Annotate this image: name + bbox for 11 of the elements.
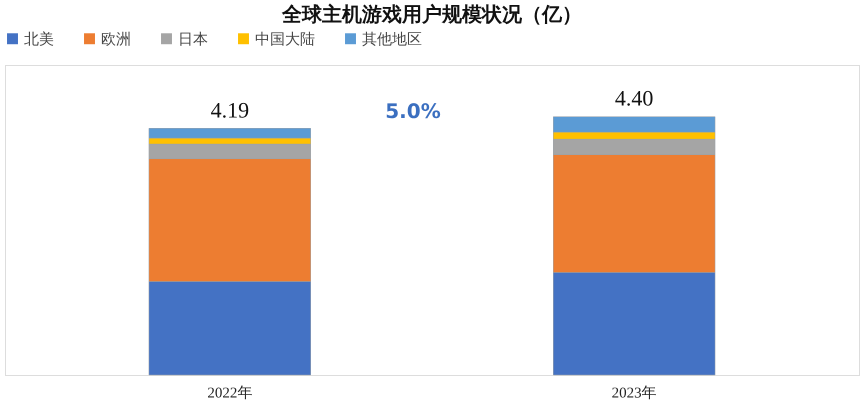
annotation: 5.0%	[385, 99, 441, 123]
legend-label: 日本	[178, 30, 208, 48]
x-tick-label: 2022年	[207, 384, 252, 402]
x-tick-label: 2023年	[612, 384, 657, 402]
legend-label: 欧洲	[101, 30, 131, 48]
annotation: 4.19	[210, 97, 250, 122]
annotation: 4.40	[614, 86, 654, 111]
chart-title: 全球主机游戏用户规模状况（亿）	[281, 2, 582, 26]
legend-label: 其他地区	[362, 30, 422, 48]
legend-label: 北美	[24, 30, 54, 48]
legend-label: 中国大陆	[255, 30, 315, 48]
